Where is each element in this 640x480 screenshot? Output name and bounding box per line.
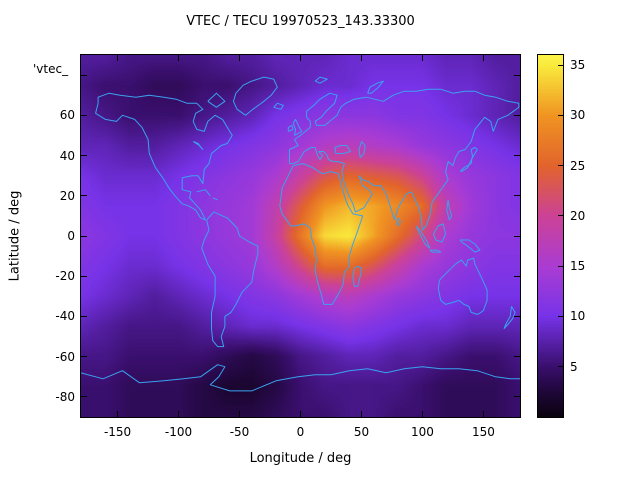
x-tick-mark-top bbox=[300, 55, 301, 61]
x-tick-label: 50 bbox=[353, 425, 370, 439]
coastline-path bbox=[212, 197, 218, 201]
colorbar-tick-mark bbox=[558, 165, 563, 167]
colorbar bbox=[537, 54, 564, 418]
y-tick-mark-right bbox=[514, 155, 520, 157]
x-tick-mark-top bbox=[178, 55, 180, 61]
x-tick-mark bbox=[239, 411, 241, 417]
coastline-path bbox=[196, 189, 211, 197]
coastline-path bbox=[432, 223, 447, 243]
y-tick-mark bbox=[81, 235, 87, 237]
y-tick-label: -40 bbox=[55, 309, 75, 324]
coastline-path bbox=[279, 163, 364, 305]
coastlines-overlay bbox=[81, 76, 520, 392]
plot-area bbox=[80, 54, 521, 418]
x-tick-mark-top bbox=[360, 55, 362, 61]
y-tick-mark-right bbox=[514, 275, 520, 277]
y-tick-mark bbox=[81, 396, 87, 398]
colorbar-tick-mark bbox=[558, 366, 563, 368]
colorbar-tick-mark bbox=[558, 315, 563, 317]
x-tick-label: 100 bbox=[410, 425, 434, 439]
coastline-path bbox=[367, 80, 384, 94]
coastline-path bbox=[429, 249, 442, 253]
coastline-path bbox=[437, 257, 488, 315]
x-tick-mark-top bbox=[482, 55, 484, 61]
y-tick-label: 0 bbox=[67, 229, 75, 243]
y-tick-mark bbox=[81, 114, 87, 116]
colorbar-tick-label: 10 bbox=[570, 309, 586, 324]
coastline-path bbox=[358, 141, 366, 159]
y-tick-label: 40 bbox=[59, 148, 75, 163]
plot-key-label: 'vtec_ bbox=[31, 62, 71, 76]
coastline-path bbox=[415, 225, 431, 249]
coastline-path bbox=[192, 141, 204, 150]
y-tick-label: -60 bbox=[55, 349, 75, 364]
colorbar-tick-mark bbox=[558, 265, 563, 267]
coastline-path bbox=[81, 364, 520, 392]
coastline-path bbox=[352, 265, 362, 287]
x-tick-mark bbox=[482, 411, 484, 417]
x-tick-mark bbox=[300, 411, 301, 417]
chart-title: VTEC / TECU 19970523_143.33300 bbox=[186, 14, 415, 29]
x-tick-label: 0 bbox=[296, 425, 305, 439]
y-tick-mark-right bbox=[514, 74, 520, 76]
coastline-path bbox=[292, 118, 303, 136]
colorbar-tick-mark bbox=[558, 64, 563, 66]
colorbar-canvas bbox=[538, 55, 563, 417]
x-tick-mark bbox=[360, 411, 362, 417]
y-tick-label: -80 bbox=[55, 389, 75, 404]
colorbar-tick-label: 20 bbox=[570, 208, 586, 223]
coastline-path bbox=[289, 88, 520, 231]
y-tick-mark-right bbox=[514, 114, 520, 116]
x-tick-mark-top bbox=[239, 55, 241, 61]
colorbar-tick-label: 15 bbox=[570, 259, 586, 274]
coastline-path bbox=[201, 211, 259, 348]
coastline-path bbox=[232, 76, 278, 116]
y-tick-mark-right bbox=[514, 235, 520, 237]
y-tick-label: -20 bbox=[55, 269, 75, 284]
coastline-path bbox=[287, 124, 294, 132]
coastline-path bbox=[459, 239, 481, 253]
y-tick-mark bbox=[81, 195, 87, 197]
x-axis-title: Longitude / deg bbox=[249, 451, 352, 466]
coastline-path bbox=[503, 306, 516, 329]
y-tick-mark bbox=[81, 315, 87, 317]
coastline-path bbox=[273, 102, 284, 110]
colorbar-tick-label: 35 bbox=[570, 58, 586, 73]
y-tick-label: 60 bbox=[59, 108, 75, 123]
y-tick-mark bbox=[81, 74, 87, 76]
coastline-path bbox=[314, 76, 328, 84]
y-tick-mark bbox=[81, 275, 87, 277]
coastline-path bbox=[446, 199, 453, 221]
y-tick-mark-right bbox=[514, 315, 520, 317]
colorbar-tick-mark bbox=[558, 114, 563, 116]
colorbar-tick-label: 5 bbox=[570, 359, 578, 374]
x-tick-label: -50 bbox=[229, 425, 250, 439]
coastline-path bbox=[334, 145, 351, 154]
colorbar-tick-mark bbox=[558, 215, 563, 217]
x-tick-mark bbox=[421, 411, 423, 417]
x-tick-label: -150 bbox=[103, 425, 132, 439]
colorbar-tick-label: 25 bbox=[570, 158, 586, 173]
x-tick-label: 150 bbox=[471, 425, 495, 439]
coastline-path bbox=[95, 92, 233, 221]
heatmap-canvas bbox=[81, 55, 520, 417]
coastline-path bbox=[459, 147, 478, 173]
y-tick-mark-right bbox=[514, 195, 520, 197]
x-tick-mark-top bbox=[421, 55, 423, 61]
coastline-path bbox=[396, 217, 401, 227]
x-tick-mark bbox=[117, 411, 119, 417]
y-axis-title: Latitude / deg bbox=[7, 190, 23, 282]
coastline-path bbox=[207, 92, 226, 108]
x-tick-label: -100 bbox=[164, 425, 193, 439]
y-tick-mark-right bbox=[514, 356, 520, 358]
y-tick-mark bbox=[81, 356, 87, 358]
colorbar-tick-label: 30 bbox=[570, 108, 586, 123]
x-tick-mark bbox=[178, 411, 180, 417]
y-tick-mark bbox=[81, 155, 87, 157]
x-tick-mark-top bbox=[117, 55, 119, 61]
y-tick-mark-right bbox=[514, 396, 520, 398]
y-tick-label: 20 bbox=[59, 188, 75, 203]
